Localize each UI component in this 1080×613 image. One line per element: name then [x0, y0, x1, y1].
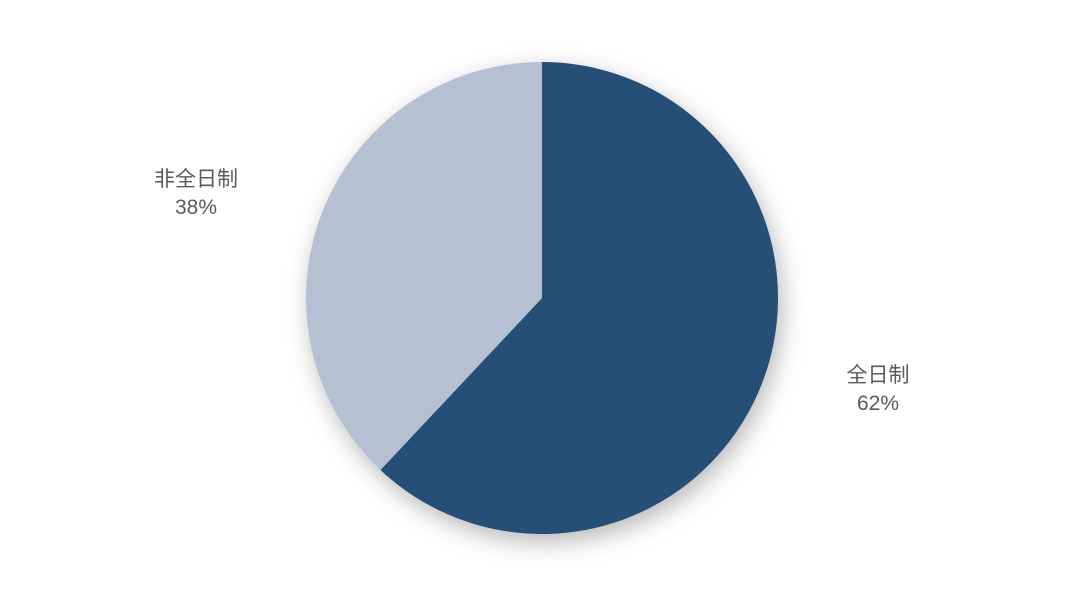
pie-label-parttime-name: 非全日制 — [154, 166, 238, 194]
pie-chart-stage: 全日制 62% 非全日制 38% — [0, 0, 1080, 608]
pie-chart-svg — [0, 0, 1080, 608]
pie-label-fulltime-name: 全日制 — [847, 362, 910, 390]
pie-label-parttime: 非全日制 38% — [154, 166, 238, 223]
pie-label-fulltime: 全日制 62% — [847, 362, 910, 419]
pie-label-parttime-pct: 38% — [154, 194, 238, 222]
pie-label-fulltime-pct: 62% — [847, 390, 910, 418]
